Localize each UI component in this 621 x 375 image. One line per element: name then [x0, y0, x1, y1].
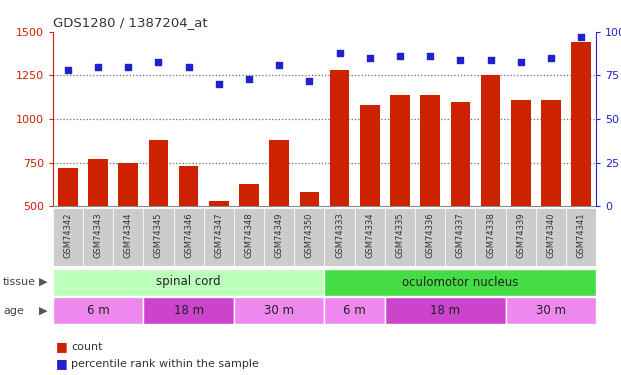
Text: GSM74336: GSM74336: [425, 212, 435, 258]
Bar: [536, 208, 566, 266]
Bar: [385, 208, 415, 266]
Text: 30 m: 30 m: [264, 304, 294, 317]
Text: GSM74344: GSM74344: [124, 212, 133, 258]
Text: ■: ■: [56, 357, 68, 370]
Bar: [234, 208, 264, 266]
Bar: [53, 268, 325, 296]
Text: GSM74345: GSM74345: [154, 212, 163, 258]
Bar: [294, 208, 324, 266]
Point: [515, 58, 525, 64]
Text: GSM74335: GSM74335: [396, 212, 404, 258]
Bar: [325, 297, 385, 324]
Text: GSM74347: GSM74347: [214, 212, 224, 258]
Text: GSM74334: GSM74334: [365, 212, 374, 258]
Point: [335, 50, 345, 56]
Bar: [324, 208, 355, 266]
Bar: [299, 192, 319, 206]
Bar: [360, 105, 379, 206]
Bar: [239, 184, 259, 206]
Point: [124, 64, 134, 70]
Bar: [179, 166, 199, 206]
Text: GSM74342: GSM74342: [63, 212, 73, 258]
Bar: [325, 268, 596, 296]
Bar: [143, 297, 234, 324]
Text: GDS1280 / 1387204_at: GDS1280 / 1387204_at: [53, 16, 207, 29]
Bar: [148, 140, 168, 206]
Bar: [173, 208, 204, 266]
Text: GSM74343: GSM74343: [94, 212, 102, 258]
Text: GSM74350: GSM74350: [305, 212, 314, 258]
Text: 6 m: 6 m: [87, 304, 109, 317]
Point: [214, 81, 224, 87]
Point: [304, 78, 314, 84]
Text: GSM74348: GSM74348: [245, 212, 253, 258]
Bar: [270, 140, 289, 206]
Bar: [264, 208, 294, 266]
Text: ▶: ▶: [39, 306, 47, 316]
Text: GSM74340: GSM74340: [546, 212, 555, 258]
Text: spinal cord: spinal cord: [156, 276, 221, 288]
Point: [486, 57, 496, 63]
Bar: [505, 297, 596, 324]
Point: [546, 55, 556, 61]
Bar: [541, 100, 561, 206]
Bar: [204, 208, 234, 266]
Text: count: count: [71, 342, 103, 352]
Text: oculomotor nucleus: oculomotor nucleus: [402, 276, 519, 288]
Bar: [58, 168, 78, 206]
Bar: [385, 297, 505, 324]
Text: GSM74346: GSM74346: [184, 212, 193, 258]
Text: 18 m: 18 m: [430, 304, 460, 317]
Point: [93, 64, 103, 70]
Bar: [53, 297, 143, 324]
Bar: [566, 208, 596, 266]
Text: GSM74337: GSM74337: [456, 212, 465, 258]
Text: GSM74339: GSM74339: [516, 212, 525, 258]
Text: 6 m: 6 m: [343, 304, 366, 317]
Point: [576, 34, 586, 40]
Point: [274, 62, 284, 68]
Text: GSM74341: GSM74341: [576, 212, 586, 258]
Text: ▶: ▶: [39, 277, 47, 287]
Bar: [83, 208, 113, 266]
Bar: [571, 42, 591, 206]
Bar: [113, 208, 143, 266]
Bar: [415, 208, 445, 266]
Text: GSM74333: GSM74333: [335, 212, 344, 258]
Text: ■: ■: [56, 340, 68, 353]
Point: [244, 76, 254, 82]
Bar: [355, 208, 385, 266]
Point: [153, 58, 163, 64]
Bar: [476, 208, 505, 266]
Bar: [53, 208, 83, 266]
Bar: [330, 70, 350, 206]
Text: 30 m: 30 m: [536, 304, 566, 317]
Text: age: age: [3, 306, 24, 316]
Point: [455, 57, 465, 63]
Point: [63, 67, 73, 73]
Bar: [481, 75, 501, 206]
Bar: [450, 102, 470, 206]
Bar: [420, 94, 440, 206]
Text: GSM74349: GSM74349: [274, 212, 284, 258]
Bar: [505, 208, 536, 266]
Bar: [511, 100, 530, 206]
Bar: [119, 163, 138, 206]
Bar: [209, 201, 229, 206]
Point: [425, 53, 435, 59]
Text: 18 m: 18 m: [173, 304, 204, 317]
Bar: [143, 208, 173, 266]
Point: [395, 53, 405, 59]
Text: percentile rank within the sample: percentile rank within the sample: [71, 359, 260, 369]
Point: [184, 64, 194, 70]
Bar: [445, 208, 476, 266]
Text: tissue: tissue: [3, 277, 36, 287]
Text: GSM74338: GSM74338: [486, 212, 495, 258]
Point: [365, 55, 374, 61]
Bar: [234, 297, 324, 324]
Bar: [390, 94, 410, 206]
Bar: [88, 159, 108, 206]
